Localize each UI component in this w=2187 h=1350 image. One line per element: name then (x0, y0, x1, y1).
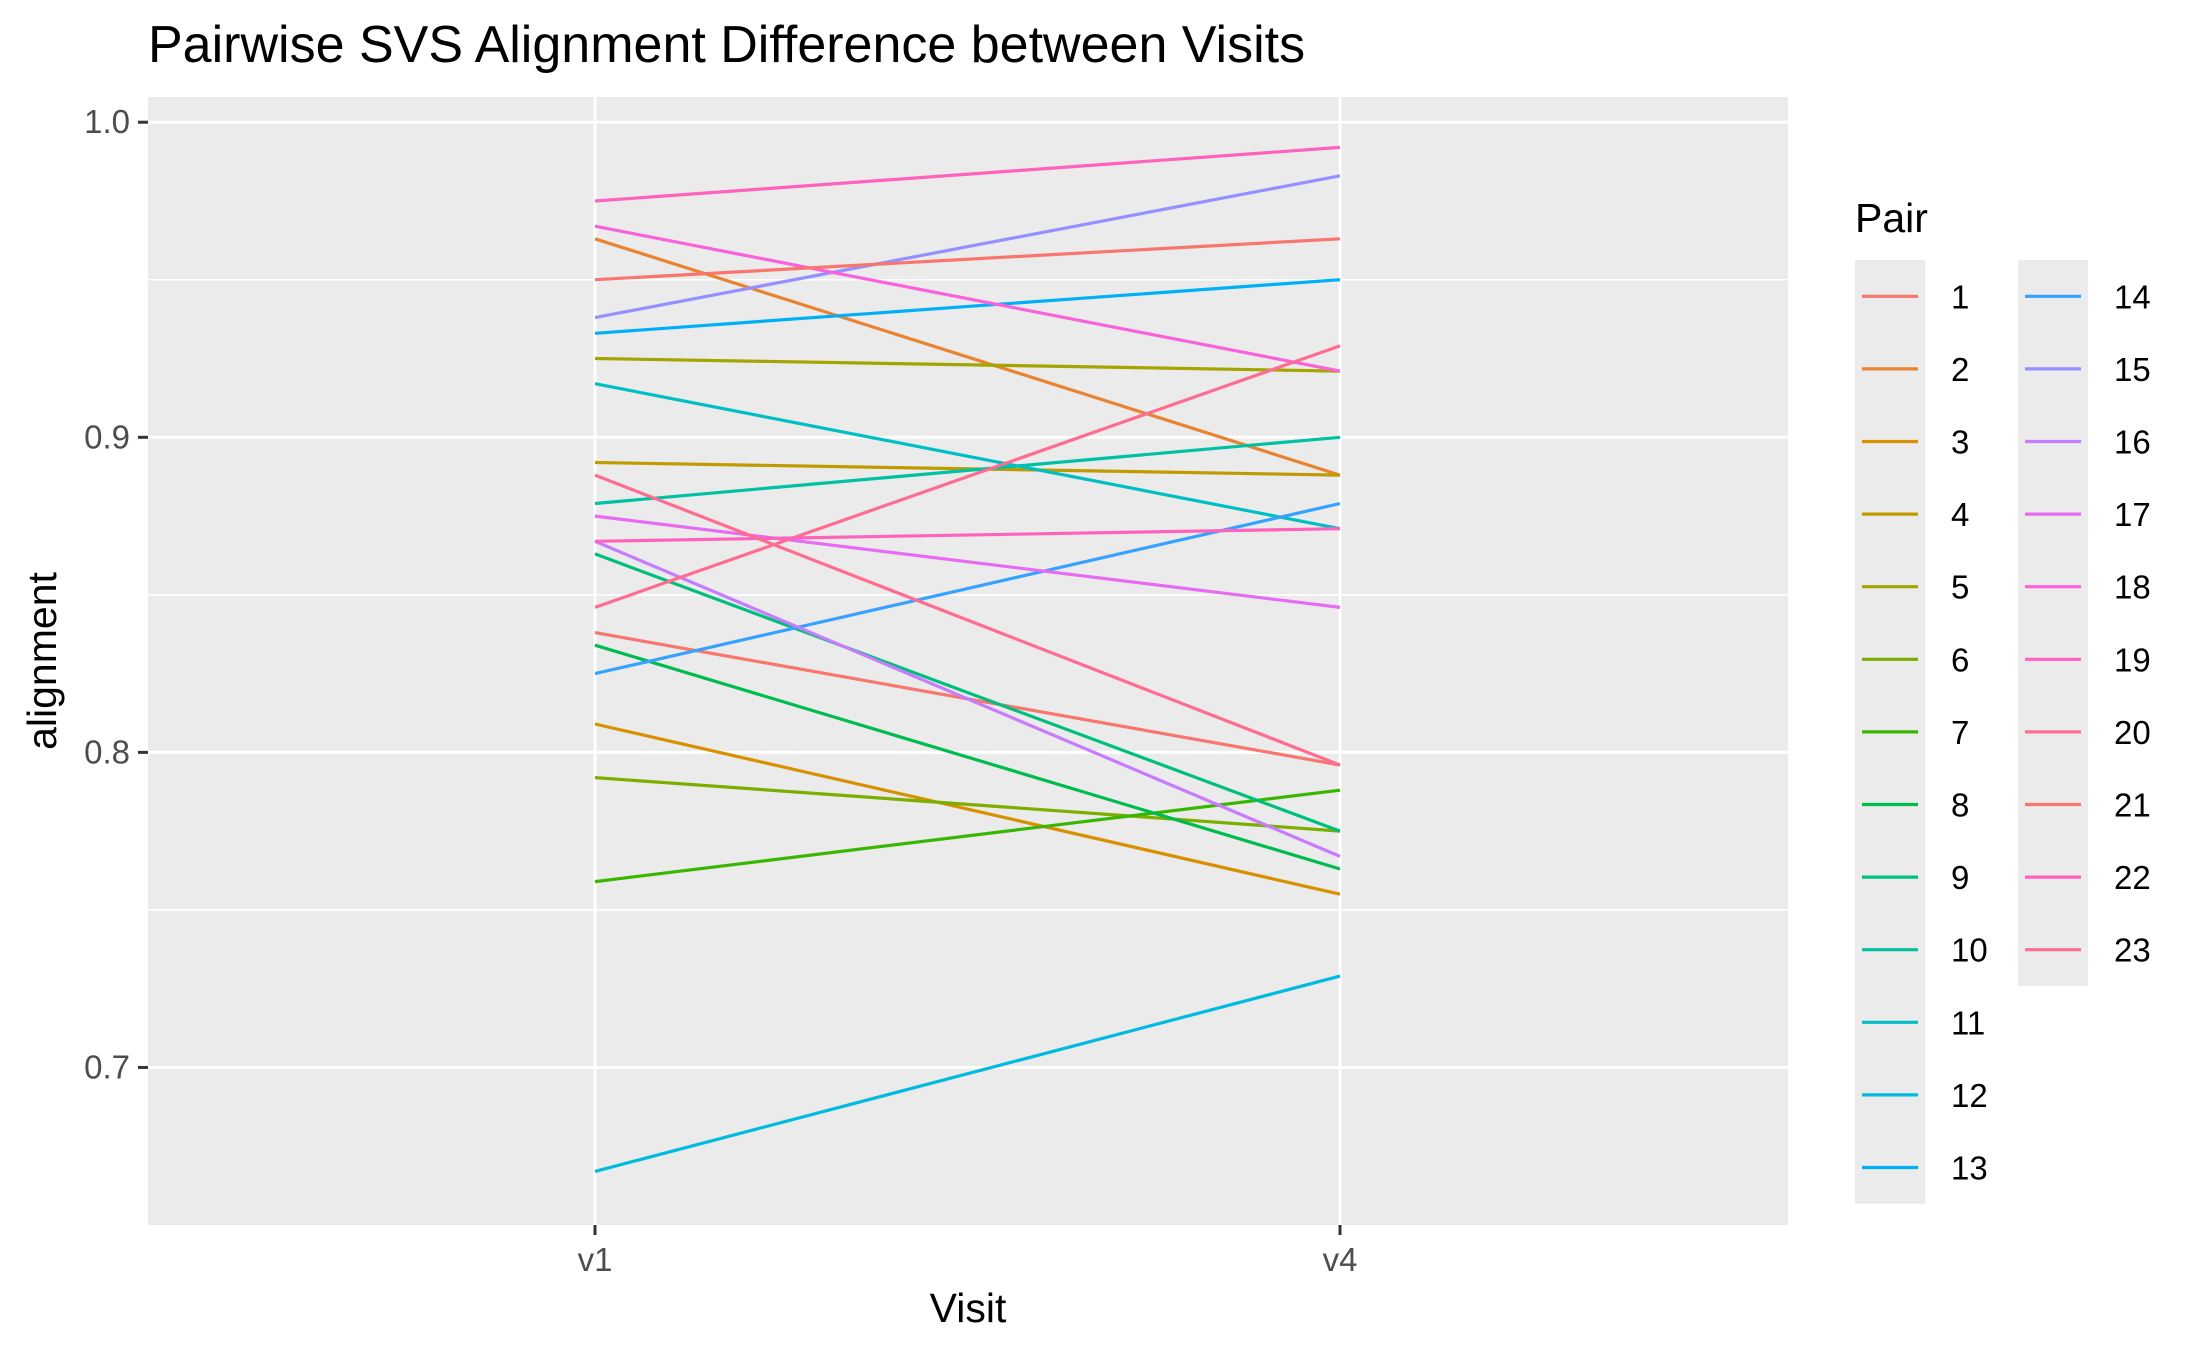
series-lines (594, 145, 1341, 1173)
y-tick-label: 1.0 (84, 103, 130, 140)
x-tick-label: v4 (1323, 1241, 1358, 1278)
legend-label: 6 (1951, 641, 1969, 678)
legend-label: 4 (1951, 496, 1969, 533)
legend-label: 5 (1951, 569, 1969, 606)
legend-label: 14 (2114, 278, 2151, 315)
legend-label: 7 (1951, 714, 1969, 751)
series-line-11 (594, 382, 1341, 531)
legend-label: 19 (2114, 641, 2151, 678)
major-gridlines (148, 97, 1788, 1225)
series-line-17 (594, 514, 1341, 609)
series-line-16 (594, 539, 1341, 858)
series-line-19 (594, 145, 1341, 203)
legend-label: 21 (2114, 787, 2151, 824)
series-line-9 (594, 552, 1341, 833)
series-line-6 (594, 776, 1341, 833)
legend-label: 15 (2114, 351, 2151, 388)
legend-key-background (2018, 260, 2088, 986)
series-line-15 (594, 174, 1341, 320)
legend-label: 3 (1951, 424, 1969, 461)
series-line-8 (594, 643, 1341, 871)
y-axis: 0.7 0.8 0.9 1.0 (84, 103, 148, 1085)
legend-label: 10 (1951, 932, 1988, 969)
x-tick-label: v1 (578, 1241, 613, 1278)
legend-label: 18 (2114, 569, 2151, 606)
legend-label: 9 (1951, 859, 1969, 896)
series-line-2 (594, 237, 1341, 477)
series-line-3 (594, 722, 1341, 896)
chart-title: Pairwise SVS Alignment Difference betwee… (148, 16, 1305, 74)
legend-label: 8 (1951, 787, 1969, 824)
y-tick-label: 0.7 (84, 1048, 130, 1085)
legend-label: 22 (2114, 859, 2151, 896)
legend-label: 16 (2114, 424, 2151, 461)
legend-label: 20 (2114, 714, 2151, 751)
series-line-21 (594, 237, 1341, 282)
legend-title: Pair (1855, 195, 1928, 241)
legend-label: 12 (1951, 1077, 1988, 1114)
legend: Pair 12345678910111213141516171819202122… (1855, 195, 2151, 1204)
legend-label: 13 (1951, 1150, 1988, 1187)
legend-label: 23 (2114, 932, 2151, 969)
x-axis-title: Visit (930, 1285, 1007, 1331)
series-line-12 (594, 974, 1341, 1173)
y-tick-label: 0.8 (84, 733, 130, 770)
series-line-22 (594, 527, 1341, 543)
x-axis: v1 v4 (578, 1225, 1358, 1278)
series-line-5 (594, 356, 1341, 373)
y-axis-title: alignment (19, 572, 65, 750)
series-line-20 (594, 344, 1341, 609)
plot-panel (148, 97, 1788, 1225)
legend-label: 2 (1951, 351, 1969, 388)
y-tick-label: 0.9 (84, 418, 130, 455)
series-line-18 (594, 224, 1341, 373)
legend-label: 17 (2114, 496, 2151, 533)
series-line-13 (594, 278, 1341, 335)
legend-label: 11 (1951, 1004, 1985, 1041)
series-line-23 (594, 473, 1341, 767)
series-line-10 (594, 435, 1341, 506)
legend-label: 1 (1951, 278, 1969, 315)
minor-gridlines (148, 278, 1788, 911)
